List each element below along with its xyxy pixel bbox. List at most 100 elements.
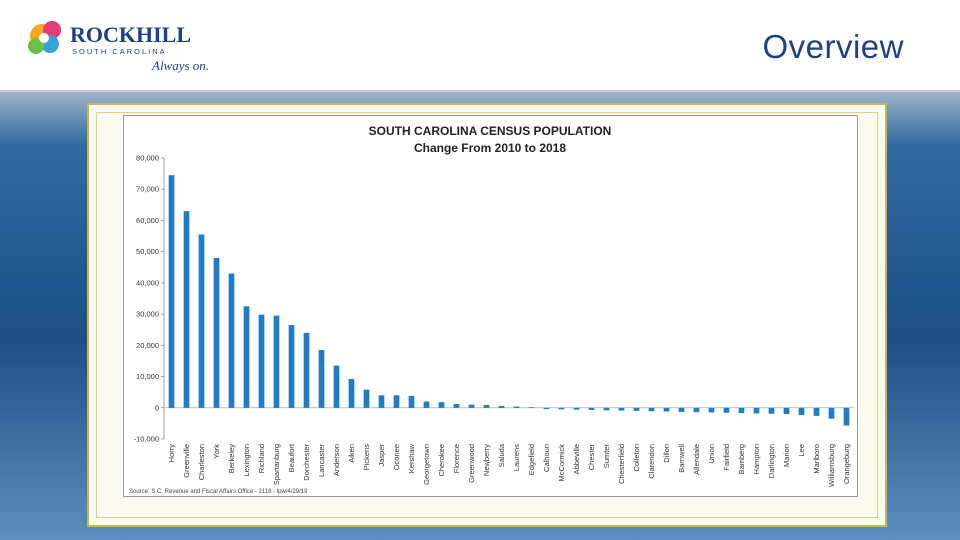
bar-mccormick xyxy=(558,407,565,410)
x-tick-label: Lancaster xyxy=(317,443,326,476)
bar-beaufort xyxy=(288,325,295,408)
x-tick-label: Clarendon xyxy=(647,444,656,479)
chart-panel: SOUTH CAROLINA CENSUS POPULATION Change … xyxy=(123,115,858,497)
bar-richland xyxy=(258,314,265,408)
x-tick-label: Greenwood xyxy=(467,444,476,483)
bar-kershaw xyxy=(408,395,415,408)
x-tick-label: Bamberg xyxy=(737,444,746,474)
x-tick-label: Florence xyxy=(452,444,461,473)
bar-jasper xyxy=(378,395,385,408)
bar-orangeburg xyxy=(843,407,850,426)
x-tick-label: Lexington xyxy=(242,444,251,477)
x-tick-label: Richland xyxy=(257,444,266,473)
bar-newberry xyxy=(483,404,490,408)
bar-york xyxy=(213,257,220,408)
x-tick-label: Horry xyxy=(167,444,176,463)
bar-chester xyxy=(588,407,595,410)
bar-sumter xyxy=(603,407,610,411)
bar-greenville xyxy=(183,211,190,408)
bar-darlington xyxy=(768,407,775,414)
x-tick-label: Orangeburg xyxy=(842,444,851,484)
y-tick-label: 50,000 xyxy=(136,247,159,256)
bar-fairfield xyxy=(723,407,730,413)
x-tick-label: Allendale xyxy=(692,444,701,475)
bar-lancaster xyxy=(318,350,325,408)
bar-bamberg xyxy=(738,407,745,414)
bar-calhoun xyxy=(543,407,550,410)
x-tick-label: Barnwell xyxy=(677,444,686,473)
x-tick-label: Spartanburg xyxy=(272,444,281,485)
bar-horry xyxy=(168,175,175,408)
bar-marlboro xyxy=(813,407,820,416)
x-tick-label: Darlington xyxy=(767,444,776,478)
x-tick-label: Calhoun xyxy=(542,444,551,472)
y-tick-label: 70,000 xyxy=(136,185,159,194)
logo-wordmark: ROCKHILL xyxy=(70,22,191,47)
y-tick-label: -10,000 xyxy=(134,435,159,444)
bar-williamsburg xyxy=(828,407,835,419)
bar-dorchester xyxy=(303,332,310,408)
bar-spartanburg xyxy=(273,315,280,408)
x-tick-label: Kershaw xyxy=(407,443,416,473)
x-tick-label: Anderson xyxy=(332,444,341,476)
x-tick-label: Abbeville xyxy=(572,444,581,474)
slide-title: Overview xyxy=(762,28,904,65)
x-tick-label: Berkeley xyxy=(227,444,236,473)
x-tick-label: Charleston xyxy=(197,444,206,480)
x-tick-label: Oconee xyxy=(392,444,401,470)
x-tick-label: Beaufort xyxy=(287,443,296,472)
bar-greenwood xyxy=(468,404,475,408)
x-tick-label: Aiken xyxy=(347,444,356,463)
chart-source: Source: S.C. Revenue and Fiscal Affairs … xyxy=(129,489,308,495)
y-tick-label: 30,000 xyxy=(136,310,159,319)
chart-title: SOUTH CAROLINA CENSUS POPULATION xyxy=(369,124,612,138)
slide-header: ROCKHILL SOUTH CAROLINA Always on. Overv… xyxy=(0,0,960,90)
bar-lexington xyxy=(243,306,250,408)
x-tick-label: McCormick xyxy=(557,444,566,482)
y-tick-label: 0 xyxy=(155,403,159,412)
x-tick-label: Chesterfield xyxy=(617,444,626,484)
bar-georgetown xyxy=(423,401,430,408)
x-tick-label: Lee xyxy=(797,444,806,457)
x-tick-label: Newberry xyxy=(482,444,491,476)
x-tick-label: Colleton xyxy=(632,444,641,472)
logo-mark-icon xyxy=(28,21,61,54)
bar-pickens xyxy=(363,389,370,408)
x-tick-label: Sumter xyxy=(602,444,611,469)
bar-charleston xyxy=(198,234,205,408)
x-tick-label: Williamsburg xyxy=(827,444,836,487)
population-change-chart: SOUTH CAROLINA CENSUS POPULATION Change … xyxy=(129,124,854,495)
x-tick-label: Laurens xyxy=(512,444,521,471)
bar-berkeley xyxy=(228,273,235,408)
bar-marion xyxy=(783,407,790,415)
logo-tagline: Always on. xyxy=(151,58,209,73)
x-tick-label: Georgetown xyxy=(422,444,431,485)
x-tick-label: Dorchester xyxy=(302,444,311,481)
bar-colleton xyxy=(633,407,640,411)
bar-oconee xyxy=(393,395,400,408)
y-tick-label: 10,000 xyxy=(136,372,159,381)
x-tick-label: Jasper xyxy=(377,444,386,467)
bar-dillon xyxy=(663,407,670,412)
x-tick-label: Marlboro xyxy=(812,444,821,474)
chart-subtitle: Change From 2010 to 2018 xyxy=(414,141,566,155)
x-tick-label: Hampton xyxy=(752,444,761,474)
bars xyxy=(168,175,850,426)
y-tick-label: 20,000 xyxy=(136,341,159,350)
logo-subtitle: SOUTH CAROLINA xyxy=(72,47,167,56)
bar-chesterfield xyxy=(618,407,625,411)
x-tick-label: Fairfield xyxy=(722,444,731,471)
bar-saluda xyxy=(498,405,505,408)
bar-anderson xyxy=(333,365,340,408)
x-tick-label: Chester xyxy=(587,444,596,471)
x-tick-label: Saluda xyxy=(497,443,506,467)
x-tick-label: Dillon xyxy=(662,444,671,463)
bar-hampton xyxy=(753,407,760,414)
bar-laurens xyxy=(513,406,520,408)
bar-clarendon xyxy=(648,407,655,412)
bar-edgefield xyxy=(528,407,535,408)
bar-lee xyxy=(798,407,805,415)
bar-aiken xyxy=(348,379,355,408)
y-axis: 80,000 70,000 60,000 50,000 40,000 30,000 20,0… xyxy=(134,154,854,444)
x-axis-labels: Horry Greenville Charleston York Berkeley Lex… xyxy=(167,443,851,487)
